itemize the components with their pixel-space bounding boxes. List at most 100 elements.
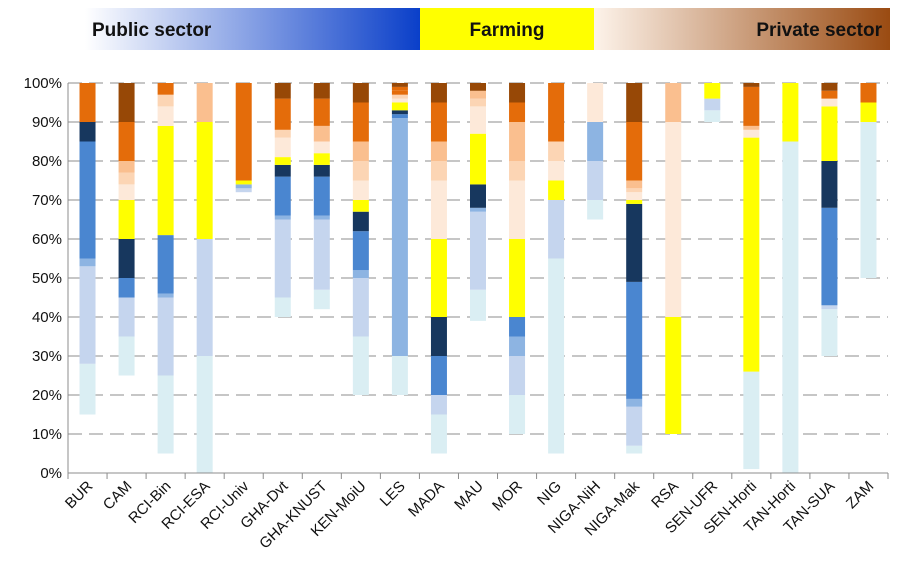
bar-segment	[509, 83, 526, 103]
x-category-label: MAU	[451, 478, 487, 514]
bar-segment	[352, 180, 369, 200]
bar-segment	[313, 164, 330, 177]
bar-ZAM	[860, 83, 877, 278]
y-tick-label: 50%	[32, 270, 62, 287]
bar-segment	[118, 161, 135, 173]
bar-segment	[626, 180, 643, 189]
bar-segment	[626, 122, 643, 181]
bar-segment	[157, 293, 174, 298]
bar-segment	[743, 125, 760, 130]
bar-segment	[587, 200, 604, 220]
bar-NIGA-NiH	[587, 83, 604, 220]
bar-segment	[743, 86, 760, 126]
bar-segment	[391, 102, 408, 111]
bar-MOR	[509, 83, 526, 434]
bar-segment	[79, 83, 96, 122]
bar-segment	[470, 184, 486, 208]
bar-segment	[196, 239, 213, 356]
x-category-label: BUR	[62, 478, 97, 513]
bar-segment	[274, 137, 291, 158]
bar-segment	[157, 235, 174, 294]
bar-segment	[587, 122, 604, 161]
bar-segment	[430, 356, 447, 395]
bar-segment	[274, 83, 291, 99]
bar-segment	[79, 141, 96, 259]
bar-segment	[391, 98, 408, 103]
bar-segment	[391, 83, 408, 87]
bar-segment	[274, 129, 291, 138]
bar-segment	[391, 356, 408, 395]
bar-segment	[470, 106, 486, 134]
bar-segment	[118, 184, 135, 200]
bar-segment	[391, 94, 408, 99]
bar-segment	[313, 215, 330, 220]
bar-segment	[274, 157, 291, 165]
bar-segment	[157, 106, 174, 126]
legend-label-private-sector: Private sector	[756, 20, 882, 41]
bar-segment	[430, 317, 447, 356]
bar-segment	[509, 180, 526, 239]
bars	[79, 83, 877, 473]
legend-label-farming: Farming	[470, 20, 545, 41]
bar-segment	[430, 239, 447, 317]
bar-segment	[782, 83, 799, 142]
bar-segment	[313, 153, 330, 165]
bar-segment	[548, 200, 565, 259]
bar-NIGA-Mak	[626, 83, 643, 454]
bar-segment	[626, 83, 643, 122]
bar-segment	[274, 176, 291, 216]
bar-segment	[118, 297, 135, 337]
bar-segment	[118, 83, 135, 122]
bar-segment	[430, 180, 447, 239]
bar-segment	[821, 305, 838, 310]
y-tick-label: 60%	[32, 231, 62, 248]
bar-segment	[470, 207, 486, 212]
bar-segment	[313, 83, 330, 99]
bar-segment	[509, 239, 526, 317]
bar-segment	[821, 106, 838, 161]
bar-segment	[274, 215, 291, 220]
bar-segment	[626, 200, 643, 204]
bar-SEN-Horti	[743, 83, 760, 470]
bar-segment	[352, 83, 369, 103]
bar-segment	[430, 414, 447, 454]
y-tick-label: 0%	[40, 465, 62, 482]
bar-segment	[626, 281, 643, 399]
bar-segment	[509, 317, 526, 337]
bar-RCI-ESA	[196, 83, 213, 473]
bar-segment	[196, 83, 213, 122]
bar-segment	[509, 395, 526, 434]
bar-segment	[118, 200, 135, 239]
bar-segment	[235, 184, 252, 189]
bar-BUR	[79, 83, 96, 415]
x-axis-category-labels: BUR CAMRCI-BinRCI-ESARCI-UnivGHA-DvtGHA-K…	[62, 477, 877, 552]
bar-KEN-MoiU	[352, 83, 369, 395]
bar-segment	[509, 336, 526, 356]
bar-MAU	[470, 83, 486, 321]
bar-segment	[470, 211, 486, 290]
bar-segment	[79, 363, 96, 415]
bar-segment	[313, 289, 330, 310]
bar-segment	[391, 110, 408, 115]
bar-segment	[196, 356, 213, 473]
bar-segment	[391, 114, 408, 119]
legend-label-public-sector: Public sector	[92, 20, 212, 41]
bar-segment	[548, 83, 565, 142]
bar-segment	[352, 161, 369, 181]
bar-segment	[352, 278, 369, 337]
bar-segment	[665, 317, 682, 434]
bar-TAN-Horti	[782, 83, 799, 473]
bar-segment	[509, 102, 526, 122]
y-tick-label: 80%	[32, 153, 62, 170]
bar-segment	[548, 161, 565, 181]
x-category-label: CAM	[100, 478, 136, 514]
bar-segment	[274, 219, 291, 298]
y-tick-label: 20%	[32, 387, 62, 404]
bar-segment	[313, 176, 330, 216]
bar-segment	[704, 98, 721, 111]
bar-segment	[509, 122, 526, 161]
bar-segment	[821, 207, 838, 306]
y-tick-label: 10%	[32, 426, 62, 443]
bar-segment	[313, 141, 330, 154]
